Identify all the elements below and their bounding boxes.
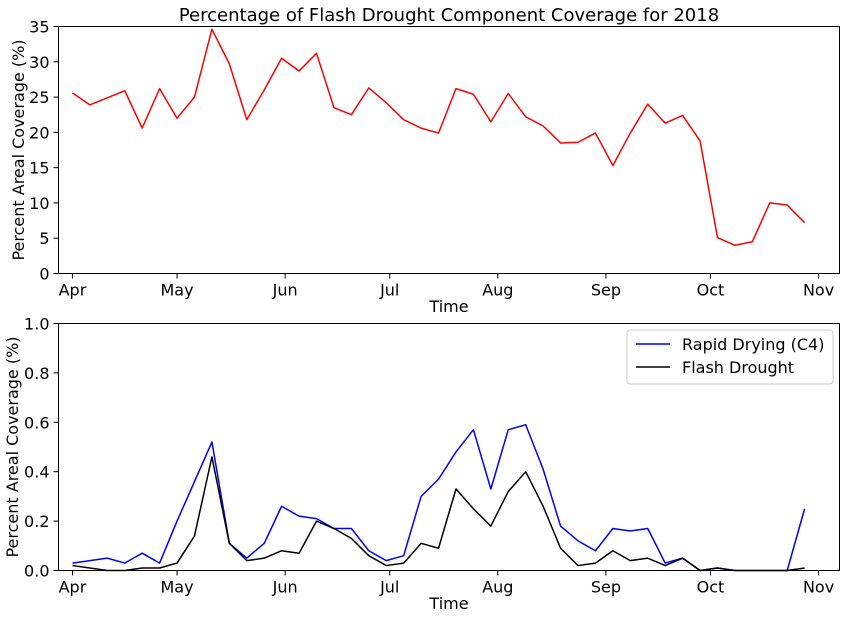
y-tick-label: 1.0 xyxy=(24,315,49,334)
x-tick-label: Apr xyxy=(59,578,87,597)
y-tick-label: 0.6 xyxy=(24,413,49,432)
top-chart-panel: Percentage of Flash Drought Component Co… xyxy=(9,5,840,316)
top-chart-y-axis-label: Percent Areal Coverage (%) xyxy=(9,39,28,260)
x-tick-label: Jun xyxy=(272,578,298,597)
series-line-flash-drought xyxy=(72,456,805,572)
x-tick-label: May xyxy=(161,578,194,597)
x-tick-label: Jul xyxy=(379,578,399,597)
legend-frame xyxy=(626,329,834,385)
x-tick-label: Jun xyxy=(272,281,298,300)
y-tick-label: 0.2 xyxy=(24,512,49,531)
series-line-coverage xyxy=(72,28,806,247)
x-tick-label: Apr xyxy=(59,281,87,300)
top-chart-title: Percentage of Flash Drought Component Co… xyxy=(179,5,719,26)
bottom-chart-series xyxy=(72,424,806,572)
y-tick-label: 30 xyxy=(29,53,49,72)
x-tick-label: Aug xyxy=(482,281,513,300)
top-chart-axes xyxy=(58,26,840,274)
x-tick-label: Aug xyxy=(482,578,513,597)
y-tick-label: 0 xyxy=(39,265,49,284)
x-tick-label: Sep xyxy=(591,281,621,300)
top-chart-ticks: Apr May Jun Jul Aug Sep Oct Nov 0 5 10 15 20 25 30 35 xyxy=(29,18,834,300)
legend-label-flash-drought: Flash Drought xyxy=(682,358,794,377)
legend-label-rapid-drying: Rapid Drying (C4) xyxy=(682,335,824,354)
y-tick-label: 25 xyxy=(29,88,49,107)
y-tick-label: 20 xyxy=(29,123,49,142)
y-tick-label: 15 xyxy=(29,159,49,178)
bottom-chart-x-axis-label: Time xyxy=(428,594,468,613)
top-chart-series xyxy=(72,28,806,247)
x-tick-label: Oct xyxy=(697,578,725,597)
y-tick-label: 10 xyxy=(29,194,49,213)
x-tick-label: Nov xyxy=(803,578,834,597)
x-tick-label: Sep xyxy=(591,578,621,597)
x-tick-label: Jul xyxy=(379,281,399,300)
y-tick-label: 0.8 xyxy=(24,364,49,383)
x-tick-label: Oct xyxy=(697,281,725,300)
x-tick-label: May xyxy=(161,281,194,300)
x-tick-label: Nov xyxy=(803,281,834,300)
bottom-chart-ticks: Apr May Jun Jul Aug Sep Oct Nov 0.0 0.2 0.4 0.6 0.8 1… xyxy=(24,315,834,597)
bottom-chart-y-axis-label: Percent Areal Coverage (%) xyxy=(3,336,22,557)
bottom-chart-axes xyxy=(58,323,840,571)
top-chart-x-axis-label: Time xyxy=(428,297,468,316)
bottom-chart-legend: Rapid Drying (C4) Flash Drought xyxy=(626,329,834,385)
y-tick-label: 35 xyxy=(29,18,49,37)
y-tick-label: 0.0 xyxy=(24,562,49,581)
y-tick-label: 5 xyxy=(39,229,49,248)
y-tick-label: 0.4 xyxy=(24,463,49,482)
bottom-chart-panel: Apr May Jun Jul Aug Sep Oct Nov 0.0 0.2 0.4 0.6 0.8 1… xyxy=(3,315,840,613)
